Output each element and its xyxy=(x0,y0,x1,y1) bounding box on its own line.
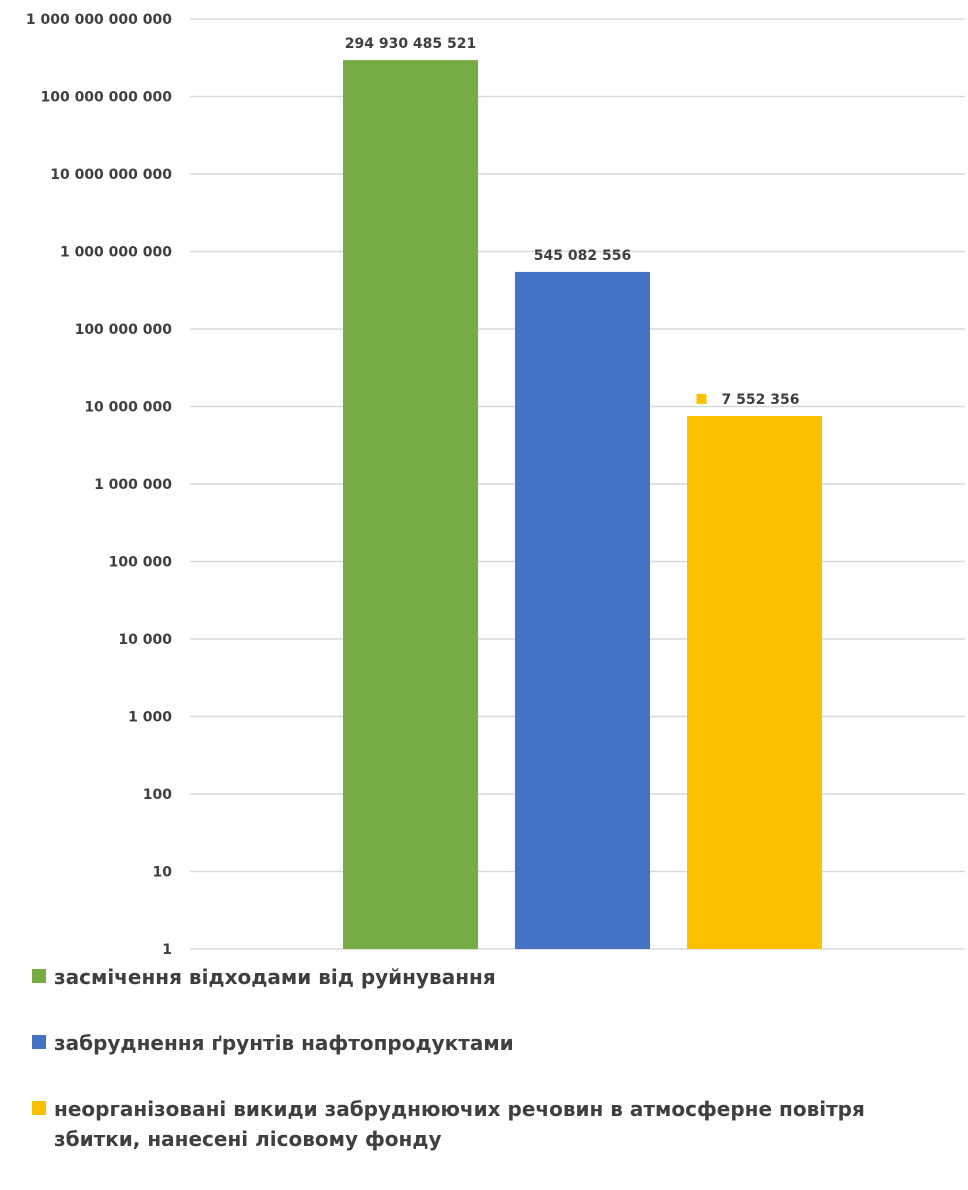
y-tick-label: 100 000 000 xyxy=(75,322,173,338)
y-tick-label: 1 000 xyxy=(128,710,172,726)
y-axis-tick-labels: 1 10 100 1 000 10 000 100 000 1 000 000 10 000 … xyxy=(26,12,172,958)
bars xyxy=(343,60,822,949)
y-tick-label: 1 xyxy=(162,942,172,958)
y-tick-label: 10 000 000 xyxy=(84,400,172,416)
y-tick-label: 1 000 000 000 000 xyxy=(26,12,172,28)
legend-item-debris: засмічення відходами від руйнування xyxy=(32,962,962,992)
y-tick-label: 1 000 000 000 xyxy=(60,245,172,261)
legend-label: забруднення ґрунтів нафтопродуктами xyxy=(54,1031,514,1055)
y-tick-label: 10 000 xyxy=(118,632,172,648)
data-label: 7 552 356 xyxy=(722,392,800,408)
data-label: 545 082 556 xyxy=(534,248,631,264)
data-label: 294 930 485 521 xyxy=(345,36,477,52)
legend-item-air-forest: неорганізовані викиди забруднюючих речов… xyxy=(32,1094,962,1154)
bar xyxy=(687,415,822,949)
legend-swatch xyxy=(32,969,46,983)
legend-swatch xyxy=(32,1101,46,1115)
y-tick-label: 100 000 000 000 xyxy=(40,90,172,106)
legend: засмічення відходами від руйнування забр… xyxy=(32,962,962,1190)
data-label-legend-key xyxy=(696,393,707,404)
y-tick-label: 100 xyxy=(143,787,172,803)
legend-label: збитки, нанесені лісовому фонду xyxy=(54,1127,442,1151)
bar xyxy=(515,271,650,949)
y-tick-label: 10 000 000 000 xyxy=(50,167,172,183)
legend-swatch xyxy=(32,1035,46,1049)
y-tick-label: 10 xyxy=(153,865,173,881)
legend-label: неорганізовані викиди забруднюючих речов… xyxy=(54,1097,865,1121)
data-labels: 294 930 485 521 545 082 556 7 552 356 xyxy=(345,36,800,408)
y-tick-label: 100 000 xyxy=(109,555,173,571)
bar xyxy=(343,60,478,949)
bar-chart: 1 10 100 1 000 10 000 100 000 1 000 000 10 000 … xyxy=(26,12,965,958)
legend-label: засмічення відходами від руйнування xyxy=(54,965,496,989)
y-tick-label: 1 000 000 xyxy=(94,477,172,493)
legend-item-soil: забруднення ґрунтів нафтопродуктами xyxy=(32,1028,962,1058)
